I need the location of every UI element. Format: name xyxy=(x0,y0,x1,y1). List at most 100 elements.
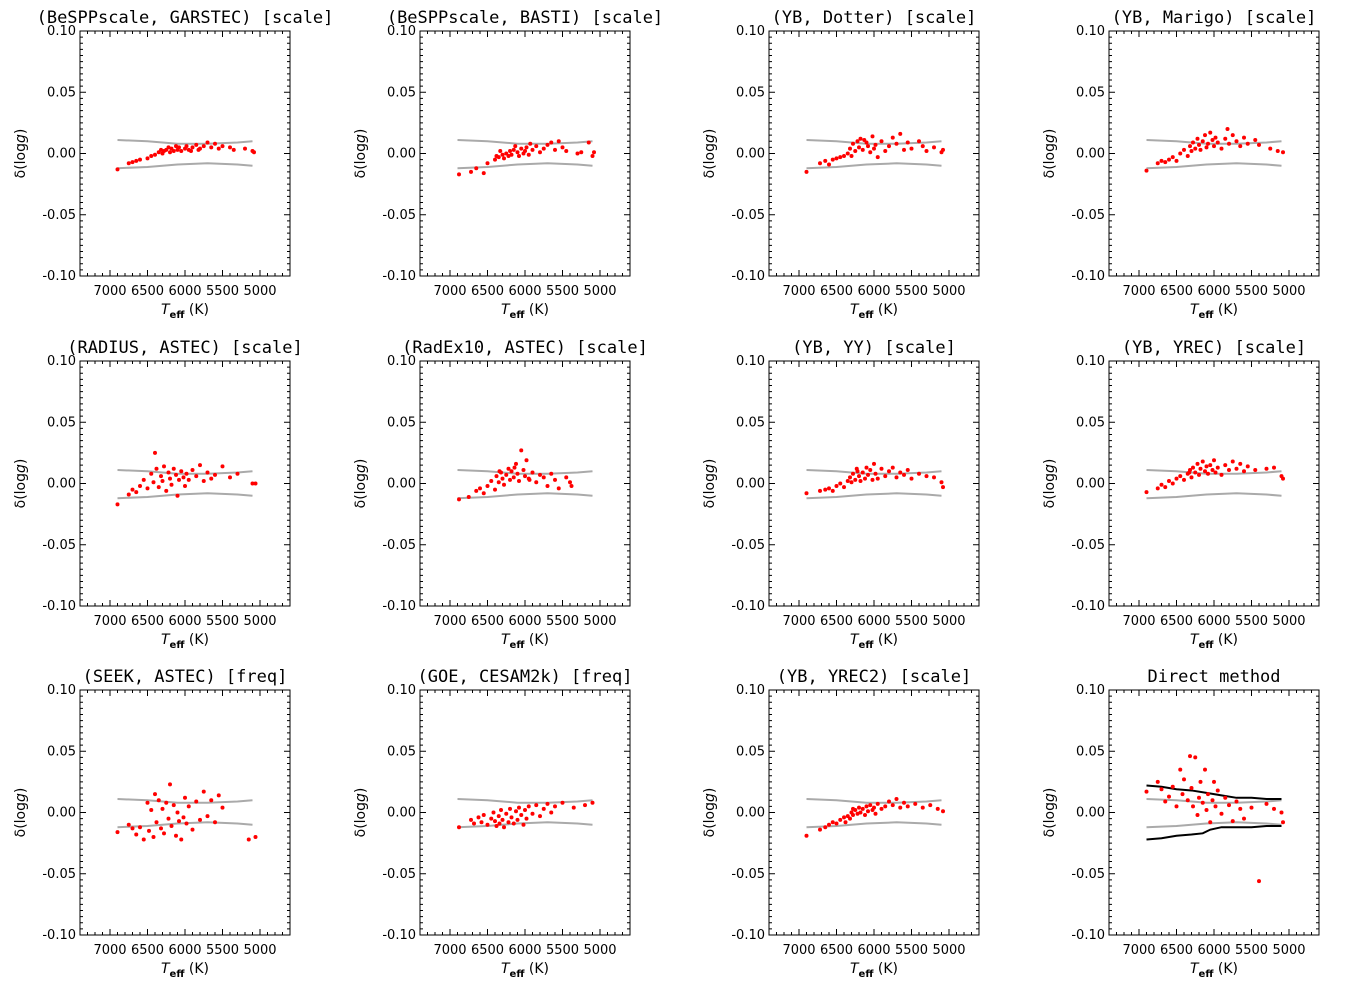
data-point xyxy=(171,466,176,471)
y-tick-label: 0.05 xyxy=(1076,744,1105,759)
x-tick-label: 5500 xyxy=(546,943,579,958)
envelope-upper-line xyxy=(806,798,942,804)
y-axis-label: δ(logg) xyxy=(1042,459,1058,509)
data-point xyxy=(1200,139,1205,144)
data-point xyxy=(1159,158,1164,163)
x-tick-label: 6000 xyxy=(168,614,201,629)
data-point xyxy=(849,480,854,485)
data-point xyxy=(171,149,176,154)
data-point xyxy=(804,491,809,496)
data-point xyxy=(179,149,184,154)
data-point xyxy=(851,812,855,817)
data-point xyxy=(517,479,521,484)
y-axis-label-g: g xyxy=(353,134,369,143)
data-point xyxy=(1242,135,1246,140)
data-point xyxy=(168,150,172,155)
y-tick-label: -0.05 xyxy=(731,208,765,223)
data-point xyxy=(873,142,878,147)
x-tick-label: 6000 xyxy=(1197,284,1230,299)
data-point xyxy=(830,488,835,493)
plot-area xyxy=(457,798,595,830)
data-point xyxy=(1219,146,1224,151)
data-point xyxy=(549,140,554,145)
data-point xyxy=(1191,804,1195,809)
data-point xyxy=(500,152,505,157)
data-point xyxy=(866,144,870,149)
y-axis-label-suffix: ) xyxy=(702,129,718,134)
data-point xyxy=(1178,151,1183,156)
x-tick-label: 5000 xyxy=(243,943,276,958)
data-point xyxy=(843,820,848,825)
x-tick-label: 7000 xyxy=(782,284,815,299)
data-point xyxy=(205,140,210,145)
data-point xyxy=(875,801,880,806)
data-point xyxy=(494,823,499,828)
data-point xyxy=(848,475,852,480)
data-point xyxy=(1200,459,1205,464)
data-point xyxy=(509,152,514,157)
x-tick-label: 5000 xyxy=(932,943,965,958)
data-point xyxy=(902,472,906,477)
x-axis-label-unit: (K) xyxy=(1213,961,1238,977)
data-point xyxy=(513,144,518,149)
x-tick-label: 6000 xyxy=(508,614,541,629)
y-axis-label-suffix: ) xyxy=(702,788,718,793)
plot-area xyxy=(115,450,258,507)
data-point xyxy=(866,472,870,477)
data-point xyxy=(1189,475,1194,480)
data-point xyxy=(1242,816,1246,821)
data-point xyxy=(1174,476,1179,481)
data-point xyxy=(1167,479,1171,484)
data-point xyxy=(857,474,861,479)
plot-area xyxy=(804,461,945,500)
data-point xyxy=(514,461,518,466)
data-point xyxy=(497,469,502,474)
y-tick-label: 0.05 xyxy=(387,744,416,759)
data-point xyxy=(834,156,839,161)
x-tick-label: 6500 xyxy=(471,284,504,299)
x-axis-label: Teff (K) xyxy=(161,632,209,651)
x-axis-label-sub: eff xyxy=(1199,310,1215,321)
x-axis-label-sub: eff xyxy=(170,310,186,321)
data-point xyxy=(571,805,576,810)
data-point xyxy=(508,806,512,811)
data-point xyxy=(1163,799,1168,804)
y-tick-label: 0.00 xyxy=(47,806,76,821)
panel-title: (YB, YY) [scale] xyxy=(792,338,956,358)
data-point xyxy=(521,468,526,473)
data-point xyxy=(870,477,875,482)
data-point xyxy=(496,155,501,160)
data-point xyxy=(481,812,486,817)
x-tick-label: 5500 xyxy=(1235,284,1268,299)
data-point xyxy=(894,475,899,480)
data-point xyxy=(1223,795,1228,800)
data-point xyxy=(1197,142,1201,147)
data-point xyxy=(842,153,846,158)
data-point xyxy=(1215,465,1220,470)
data-point xyxy=(1189,149,1194,154)
data-point xyxy=(549,810,554,815)
envelope-upper-line xyxy=(1146,798,1282,804)
data-point xyxy=(1185,153,1190,158)
x-tick-label: 7000 xyxy=(1122,284,1155,299)
x-tick-label: 6500 xyxy=(1160,284,1193,299)
y-axis-label-g: g xyxy=(702,793,718,802)
data-point xyxy=(1159,482,1164,487)
data-point xyxy=(1213,804,1218,809)
data-point xyxy=(243,146,247,151)
data-point xyxy=(545,483,550,488)
data-point xyxy=(502,825,506,830)
data-point xyxy=(1208,820,1213,825)
data-point xyxy=(151,480,156,485)
data-point xyxy=(512,465,517,470)
data-point xyxy=(1204,145,1209,150)
x-axis-label-unit: (K) xyxy=(184,632,209,648)
plot-area xyxy=(457,139,596,177)
y-axis-label-prefix: δ(log xyxy=(13,802,29,837)
data-point xyxy=(209,798,214,803)
y-axis-label-g: g xyxy=(353,464,369,473)
chart-panel: (YB, Dotter) [scale] -0.10 -0.05 0.00 0.05 0.… xyxy=(702,8,980,321)
data-point xyxy=(823,158,828,163)
plot-frame xyxy=(768,30,980,277)
